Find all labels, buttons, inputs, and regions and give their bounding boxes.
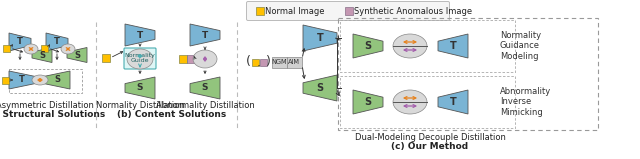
Polygon shape	[44, 71, 70, 89]
Bar	[179, 55, 187, 63]
Ellipse shape	[61, 44, 75, 54]
Polygon shape	[353, 90, 383, 114]
Bar	[1, 76, 8, 83]
Bar	[345, 7, 353, 15]
Polygon shape	[125, 24, 155, 46]
Polygon shape	[353, 34, 383, 58]
Text: ): )	[266, 55, 271, 69]
Polygon shape	[9, 71, 35, 89]
Polygon shape	[125, 77, 155, 99]
Text: Abnormality
Inverse
Mimicking: Abnormality Inverse Mimicking	[500, 87, 551, 117]
Text: T: T	[450, 97, 456, 107]
Ellipse shape	[127, 49, 153, 69]
Text: T: T	[19, 76, 25, 84]
Text: S: S	[364, 97, 372, 107]
Polygon shape	[46, 33, 68, 51]
Bar	[102, 54, 110, 62]
Polygon shape	[67, 48, 87, 62]
Text: Dual-Modeling Decouple Distillation: Dual-Modeling Decouple Distillation	[355, 133, 506, 142]
Text: Asymmetric Distillation: Asymmetric Distillation	[0, 101, 94, 110]
Bar	[187, 55, 195, 63]
Bar	[259, 59, 266, 66]
Polygon shape	[9, 33, 31, 51]
FancyBboxPatch shape	[124, 48, 156, 69]
Polygon shape	[32, 48, 52, 62]
Text: NGM: NGM	[271, 59, 287, 65]
Text: T: T	[137, 31, 143, 39]
Text: .: .	[257, 55, 261, 69]
FancyBboxPatch shape	[287, 56, 301, 68]
FancyBboxPatch shape	[271, 56, 287, 68]
Ellipse shape	[393, 34, 427, 58]
Text: AIM: AIM	[288, 59, 300, 65]
Polygon shape	[438, 34, 468, 58]
Text: (: (	[246, 55, 250, 69]
Text: S: S	[137, 83, 143, 93]
Polygon shape	[190, 77, 220, 99]
Text: S: S	[202, 83, 208, 93]
Text: Normal Image: Normal Image	[265, 7, 324, 15]
Text: T: T	[202, 31, 208, 39]
Text: S: S	[39, 51, 45, 59]
Text: Normality
Guidance
Modeling: Normality Guidance Modeling	[500, 31, 541, 61]
Text: S: S	[316, 83, 324, 93]
Ellipse shape	[193, 50, 217, 68]
Ellipse shape	[24, 44, 38, 54]
FancyBboxPatch shape	[246, 1, 449, 21]
Text: T: T	[17, 38, 23, 46]
Text: S: S	[364, 41, 372, 51]
Ellipse shape	[393, 90, 427, 114]
Polygon shape	[303, 25, 337, 51]
Text: (b) Content Solutions: (b) Content Solutions	[117, 110, 227, 119]
Polygon shape	[438, 90, 468, 114]
Text: S: S	[74, 51, 80, 59]
Polygon shape	[303, 75, 337, 101]
Ellipse shape	[32, 75, 48, 85]
Bar	[3, 45, 10, 52]
Text: T: T	[450, 41, 456, 51]
Text: Normality
Guide: Normality Guide	[125, 53, 156, 63]
Bar	[40, 45, 47, 52]
Text: T: T	[54, 38, 60, 46]
Text: (a) Structural Solutions: (a) Structural Solutions	[0, 110, 105, 119]
Text: (c) Our Method: (c) Our Method	[392, 142, 468, 151]
Polygon shape	[190, 24, 220, 46]
Text: Synthetic Anomalous Image: Synthetic Anomalous Image	[354, 7, 472, 15]
Text: S: S	[54, 76, 60, 84]
Bar	[256, 7, 264, 15]
Text: Abnormality Distillation: Abnormality Distillation	[156, 101, 254, 110]
Bar	[252, 59, 259, 66]
Text: Normality Distillation: Normality Distillation	[96, 101, 184, 110]
Text: T: T	[317, 33, 323, 43]
